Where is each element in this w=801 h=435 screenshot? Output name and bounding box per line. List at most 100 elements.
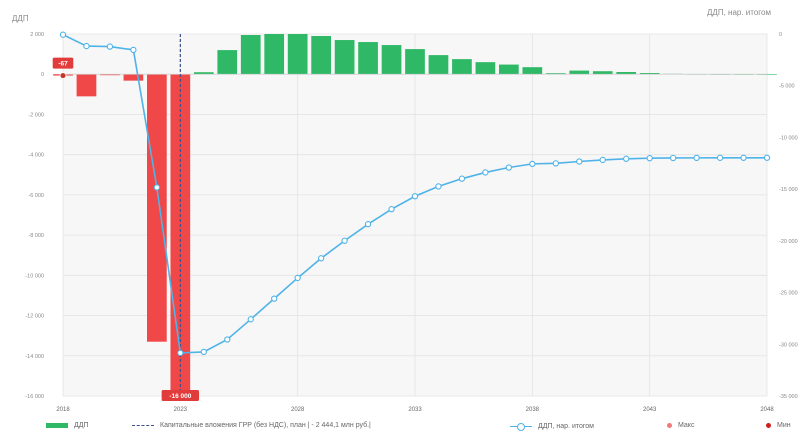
legend-label: Макс: [678, 422, 695, 429]
x-tick-label: 2023: [174, 407, 188, 413]
left-tick-label: -14 000: [25, 354, 44, 360]
cumulative-point: [294, 274, 301, 282]
chart-header: ДДП ДДП, нар. итогом: [0, 0, 801, 26]
cash-flow-bar: [100, 74, 120, 76]
cash-flow-bar: [428, 55, 449, 75]
cash-flow-bar: [287, 34, 308, 75]
cumulative-point: [552, 160, 559, 167]
cash-flow-bar: [499, 64, 519, 75]
right-tick-label: -25 000: [779, 291, 798, 297]
max-point: [59, 72, 67, 79]
cumulative-point: [411, 193, 419, 200]
cash-flow-bar: [639, 73, 660, 75]
cumulative-point: [317, 255, 325, 262]
left-tick-label: -10 000: [25, 273, 44, 279]
left-tick-label: -2 000: [28, 112, 44, 118]
x-tick-label: 2028: [291, 407, 305, 413]
cash-flow-bar: [240, 35, 261, 75]
left-tick-label: -6 000: [28, 193, 44, 199]
left-tick-label: -16 000: [25, 394, 44, 400]
cash-flow-bar: [545, 73, 566, 75]
cash-flow-bar: [123, 74, 144, 81]
left-tick-label: -8 000: [28, 233, 44, 239]
cumulative-point: [435, 183, 442, 190]
x-tick-label: 2043: [643, 407, 657, 413]
cumulative-point: [153, 184, 161, 191]
right-tick-label: -5 000: [779, 84, 795, 90]
cash-flow-chart: 2 000 0 -2 000 -4 000 -6 000 -8 000 -10 000 -12…: [25, 31, 798, 413]
cumulative-point: [693, 154, 700, 162]
cumulative-point: [200, 348, 207, 356]
legend-label: ДДП: [74, 422, 89, 429]
cumulative-point: [669, 154, 677, 162]
cumulative-point: [177, 349, 184, 357]
right-tick-label: -35 000: [779, 394, 798, 400]
cash-flow-bar: [616, 72, 637, 75]
max-badge: [52, 57, 74, 69]
cumulative-point: [224, 336, 231, 343]
dashed-line-swatch-icon: [132, 425, 154, 426]
cumulative-point: [716, 154, 724, 161]
cumulative-point: [646, 155, 653, 162]
cumulative-point: [130, 46, 137, 54]
legend-item-cumulative[interactable]: ДДП, нар. итогом: [510, 422, 594, 431]
cash-flow-bar: [475, 62, 496, 75]
legend-label: Мин: [777, 422, 791, 429]
cash-flow-bar: [381, 45, 402, 75]
left-axis-title: ДДП: [12, 14, 29, 23]
cash-flow-bar: [147, 74, 167, 342]
cash-flow-bar: [334, 40, 355, 75]
min-badge: [161, 390, 200, 401]
cash-flow-bar: [193, 72, 214, 75]
cumulative-point: [364, 221, 372, 228]
cash-flow-bar: [452, 59, 472, 75]
legend-label: Капитальные вложения ГРР (без НДС), план…: [160, 422, 371, 429]
legend-item-min[interactable]: Мин: [766, 422, 791, 429]
cash-flow-bar: [217, 50, 238, 75]
cumulative-point: [458, 175, 466, 182]
cumulative-point: [106, 43, 114, 50]
min-badge-label: -16 000: [169, 393, 191, 400]
cash-flow-bar: [405, 49, 425, 75]
cash-flow-bar: [264, 34, 285, 75]
legend-item-investment[interactable]: Капитальные вложения ГРР (без НДС), план…: [132, 422, 371, 429]
x-tick-label: 2038: [526, 407, 540, 413]
legend-item-max[interactable]: Макс: [667, 422, 694, 429]
chart-legend: ДДП Капитальные вложения ГРР (без НДС), …: [0, 418, 801, 434]
cumulative-point: [763, 154, 771, 161]
right-tick-label: -20 000: [779, 239, 798, 245]
min-dot-icon: [766, 423, 771, 428]
left-tick-label: -12 000: [25, 314, 44, 320]
cumulative-point: [341, 237, 348, 244]
cumulative-point: [482, 169, 489, 176]
legend-item-cash-flow[interactable]: ДДП: [46, 422, 89, 429]
cash-flow-bar: [76, 74, 97, 97]
left-tick-label: -4 000: [28, 153, 44, 159]
right-tick-label: -10 000: [779, 135, 798, 141]
right-axis-title: ДДП, нар. итогом: [707, 8, 771, 17]
x-tick-label: 2048: [760, 407, 774, 413]
cumulative-point: [740, 154, 747, 161]
right-tick-label: -30 000: [779, 342, 798, 348]
left-tick-label: 0: [41, 72, 44, 78]
cumulative-point: [529, 160, 536, 168]
line-marker-swatch-icon: [510, 422, 532, 431]
cumulative-point: [59, 31, 67, 38]
x-tick-label: 2018: [56, 407, 70, 413]
cash-flow-bar: [358, 42, 378, 75]
cash-flow-bar: [311, 36, 331, 75]
cumulative-point: [599, 156, 606, 164]
cash-flow-bar: [522, 67, 543, 75]
x-tick-label: 2033: [408, 407, 422, 413]
left-tick-label: 2 000: [30, 32, 44, 38]
max-dot-icon: [667, 423, 672, 428]
cash-flow-bar: [592, 71, 613, 75]
right-tick-label: -15 000: [779, 187, 798, 193]
cumulative-point: [388, 206, 395, 213]
cumulative-point: [623, 155, 630, 162]
max-badge-label: -67: [58, 61, 68, 68]
cumulative-point: [83, 42, 90, 50]
right-tick-label: 0: [779, 32, 782, 38]
cumulative-point: [576, 158, 583, 165]
cumulative-point: [247, 316, 254, 323]
